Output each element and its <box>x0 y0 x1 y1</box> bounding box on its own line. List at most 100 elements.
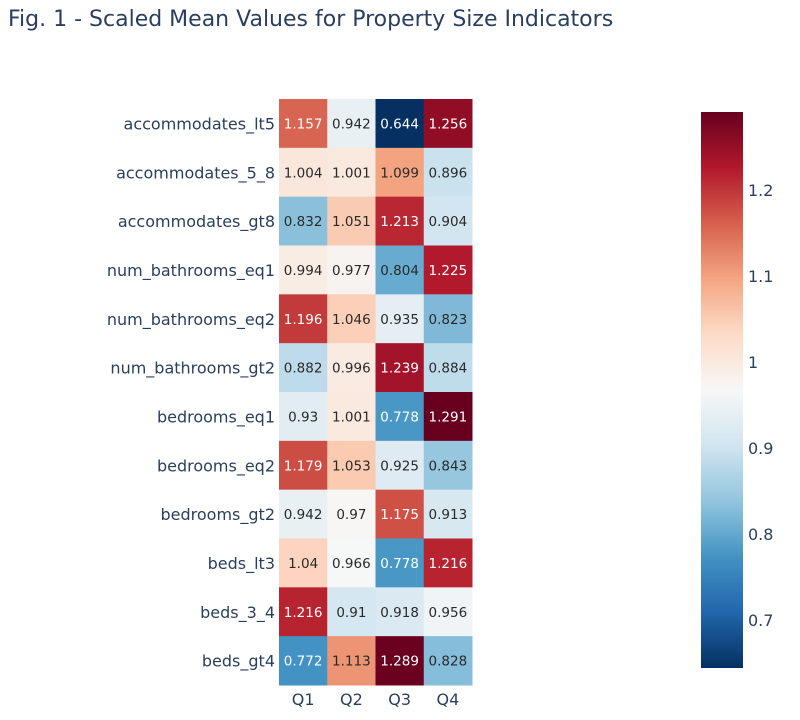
heatmap-cell <box>279 343 328 393</box>
cell-value-label: 1.216 <box>429 556 468 572</box>
cell-value-label: 0.913 <box>429 507 468 523</box>
cell-value-label: 1.225 <box>429 263 468 279</box>
cell-value-label: 1.239 <box>380 361 419 377</box>
cell-value-label: 1.053 <box>332 458 371 474</box>
cell-value-label: 0.942 <box>332 116 371 132</box>
cell-value-label: 1.004 <box>284 165 323 181</box>
heatmap-cell <box>375 392 425 442</box>
cell-value-label: 0.977 <box>332 263 371 279</box>
cell-value-label: 0.772 <box>284 654 323 670</box>
cell-value-label: 0.966 <box>332 556 371 572</box>
heatmap-cell <box>423 196 473 246</box>
cell-value-label: 0.904 <box>429 214 468 230</box>
heatmap-cell <box>375 245 425 295</box>
heatmap-cell <box>279 440 328 491</box>
heatmap-cell <box>279 392 328 442</box>
heatmap-cell <box>423 538 473 588</box>
heatmap-cell <box>279 245 328 295</box>
x-tick-label: Q1 <box>292 690 315 709</box>
heatmap-cell <box>375 587 425 637</box>
heatmap-cell <box>327 587 376 637</box>
cell-value-label: 0.644 <box>380 116 419 132</box>
heatmap-cell <box>327 196 376 246</box>
cell-value-label: 1.04 <box>288 556 318 572</box>
heatmap-cell <box>327 343 376 393</box>
heatmap-cell <box>375 489 425 539</box>
cell-value-label: 0.778 <box>380 556 419 572</box>
cell-value-label: 1.001 <box>332 165 371 181</box>
cell-value-label: 0.828 <box>429 654 468 670</box>
heatmap-cell <box>375 538 425 588</box>
cell-value-label: 0.823 <box>429 312 468 328</box>
heatmap-cell <box>327 538 376 588</box>
heatmap-cell <box>423 489 473 539</box>
cell-value-label: 1.113 <box>332 654 371 670</box>
y-tick-label: bedrooms_gt2 <box>161 505 276 525</box>
heatmap-cell <box>375 343 425 393</box>
colorbar-tick-label: 0.9 <box>748 439 773 458</box>
heatmap-cell <box>279 99 328 149</box>
heatmap-cell <box>423 147 473 198</box>
heatmap-cell <box>375 196 425 246</box>
cell-value-labels: 1.157 0.942 0.644 1.256 1.004 1.001 1.099 0.896… <box>284 116 467 669</box>
cell-value-label: 0.956 <box>429 605 468 621</box>
heatmap-cell <box>423 245 473 295</box>
cell-value-label: 0.91 <box>336 605 366 621</box>
cell-value-label: 0.994 <box>284 263 323 279</box>
heatmap-cell <box>375 147 425 198</box>
heatmap-cell <box>279 636 328 686</box>
colorbar-tick-label: 0.8 <box>748 525 773 544</box>
y-tick-label: beds_lt3 <box>208 554 275 574</box>
y-tick-label: bedrooms_eq2 <box>157 456 275 476</box>
cell-value-label: 1.213 <box>380 214 419 230</box>
cell-value-label: 0.918 <box>380 605 419 621</box>
heatmap-cell <box>327 392 376 442</box>
x-tick-label: Q4 <box>436 690 459 709</box>
heatmap-cell <box>327 294 376 344</box>
heatmap-cell <box>279 294 328 344</box>
cell-value-label: 1.051 <box>332 214 371 230</box>
heatmap-cell <box>327 245 376 295</box>
heatmap-cell <box>279 147 328 198</box>
y-tick-label: num_bathrooms_gt2 <box>110 359 275 379</box>
cell-value-label: 0.942 <box>284 507 323 523</box>
heatmap-cell <box>423 294 473 344</box>
heatmap-cell <box>327 99 376 149</box>
cell-value-label: 0.97 <box>336 507 366 523</box>
heatmap-cell <box>423 343 473 393</box>
cell-value-label: 0.935 <box>380 312 419 328</box>
heatmap-cell <box>423 99 473 149</box>
y-tick-label: accommodates_gt8 <box>118 212 275 232</box>
y-tick-label: num_bathrooms_eq1 <box>107 261 275 281</box>
cell-value-label: 0.778 <box>380 409 419 425</box>
cell-value-label: 0.996 <box>332 361 371 377</box>
heatmap-cell <box>279 538 328 588</box>
heatmap-cell <box>375 440 425 491</box>
cell-value-label: 1.289 <box>380 654 419 670</box>
heatmap-cell <box>375 99 425 149</box>
cell-value-label: 0.896 <box>429 165 468 181</box>
heatmap-cell <box>375 636 425 686</box>
colorbar-gradient <box>701 112 743 668</box>
cell-value-label: 1.196 <box>284 312 323 328</box>
heatmap-cell <box>375 294 425 344</box>
x-axis-tick-labels: Q1 Q2 Q3 Q4 <box>292 690 460 709</box>
colorbar-tick-label: 1 <box>748 353 758 372</box>
cell-value-label: 1.291 <box>429 409 468 425</box>
y-tick-label: num_bathrooms_eq2 <box>107 310 275 330</box>
cell-value-label: 1.099 <box>380 165 419 181</box>
cell-value-label: 1.179 <box>284 458 323 474</box>
cell-value-label: 1.175 <box>380 507 419 523</box>
y-tick-label: accommodates_5_8 <box>116 163 275 183</box>
y-tick-label: bedrooms_eq1 <box>157 407 275 427</box>
colorbar-tick-label: 1.2 <box>748 181 773 200</box>
cell-value-label: 1.157 <box>284 116 323 132</box>
heatmap-cell <box>327 636 376 686</box>
heatmap-cell <box>327 440 376 491</box>
y-tick-label: accommodates_lt5 <box>124 114 275 134</box>
cell-value-label: 1.046 <box>332 312 371 328</box>
colorbar-tick-label: 1.1 <box>748 267 773 286</box>
heatmap-cell <box>423 392 473 442</box>
cell-value-label: 0.93 <box>288 409 318 425</box>
cell-value-label: 1.001 <box>332 409 371 425</box>
